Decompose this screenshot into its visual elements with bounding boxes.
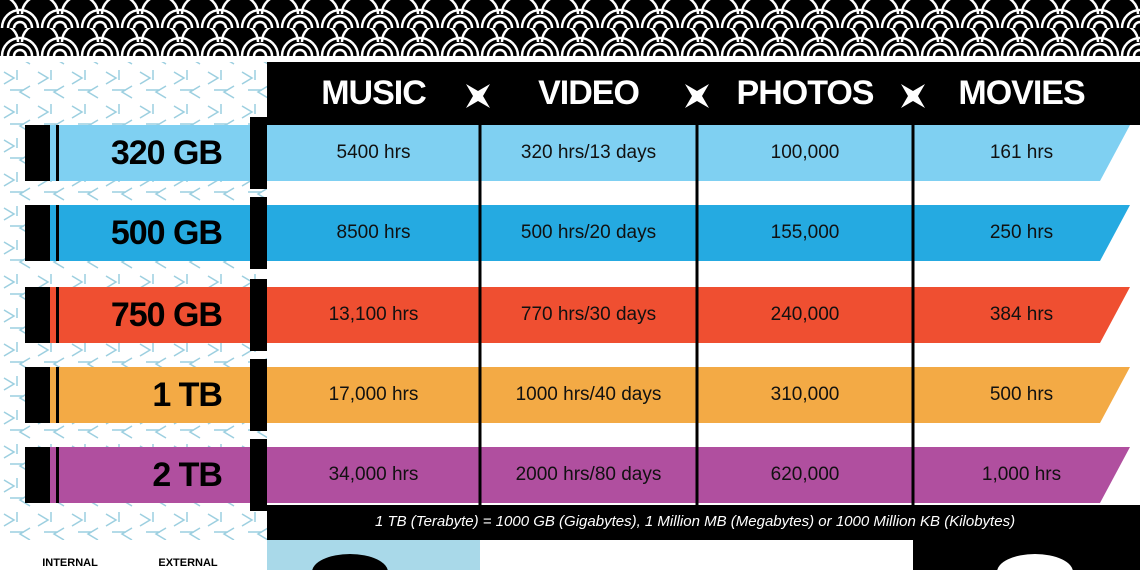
label-connector bbox=[250, 117, 267, 189]
cell: 770 hrs/30 days bbox=[521, 304, 656, 325]
label-tab bbox=[25, 367, 50, 423]
bottom-label: INTERNAL bbox=[42, 557, 98, 569]
column-divider bbox=[695, 125, 699, 505]
cell: 384 hrs bbox=[990, 304, 1053, 325]
label-stripe bbox=[56, 287, 59, 343]
cell: 5400 hrs bbox=[337, 142, 411, 163]
cell: 34,000 hrs bbox=[329, 464, 419, 485]
cell: 1,000 hrs bbox=[982, 464, 1061, 485]
header-band bbox=[267, 62, 1140, 125]
cell: 320 hrs/13 days bbox=[521, 142, 656, 163]
divider bbox=[0, 56, 1140, 62]
label-connector bbox=[250, 197, 267, 269]
label-tab bbox=[25, 287, 50, 343]
ninja-icon bbox=[997, 554, 1073, 570]
cell: 240,000 bbox=[771, 304, 840, 325]
column-header: VIDEO bbox=[538, 74, 639, 112]
row-label: 320 GB bbox=[111, 134, 223, 172]
label-stripe bbox=[56, 367, 59, 423]
cell: 310,000 bbox=[771, 384, 840, 405]
cell: 500 hrs bbox=[990, 384, 1053, 405]
label-bar bbox=[25, 125, 250, 181]
column-divider bbox=[911, 125, 915, 505]
cell: 155,000 bbox=[771, 222, 840, 243]
column-header: MOVIES bbox=[958, 74, 1085, 112]
row-label: 750 GB bbox=[111, 296, 223, 334]
label-stripe bbox=[56, 205, 59, 261]
cell: 161 hrs bbox=[990, 142, 1053, 163]
label-bar bbox=[25, 287, 250, 343]
label-stripe bbox=[56, 447, 59, 503]
label-bar bbox=[25, 367, 250, 423]
label-connector bbox=[250, 279, 267, 351]
wave-pattern bbox=[0, 0, 1140, 56]
label-bar bbox=[25, 205, 250, 261]
cell: 2000 hrs/80 days bbox=[516, 464, 662, 485]
cell: 500 hrs/20 days bbox=[521, 222, 656, 243]
column-divider bbox=[478, 125, 482, 505]
column-header: PHOTOS bbox=[737, 74, 874, 112]
bottom-label: EXTERNAL bbox=[158, 557, 218, 569]
label-stripe bbox=[56, 125, 59, 181]
cell: 13,100 hrs bbox=[329, 304, 419, 325]
ninja-icon bbox=[312, 554, 388, 570]
label-tab bbox=[25, 447, 50, 503]
row-label: 2 TB bbox=[152, 456, 222, 494]
cell: 620,000 bbox=[771, 464, 840, 485]
row-label: 1 TB bbox=[152, 376, 222, 414]
cell: 100,000 bbox=[771, 142, 840, 163]
cell: 17,000 hrs bbox=[329, 384, 419, 405]
header-stars bbox=[466, 84, 925, 108]
label-bar bbox=[25, 447, 250, 503]
label-connector bbox=[250, 439, 267, 511]
cell: 1000 hrs/40 days bbox=[516, 384, 662, 405]
footnote: 1 TB (Terabyte) = 1000 GB (Gigabytes), 1… bbox=[375, 513, 1015, 530]
label-tab bbox=[25, 125, 50, 181]
row-label: 500 GB bbox=[111, 214, 223, 252]
cell: 250 hrs bbox=[990, 222, 1053, 243]
label-tab bbox=[25, 205, 50, 261]
footnote-band bbox=[267, 505, 1140, 540]
label-connector bbox=[250, 359, 267, 431]
column-header: MUSIC bbox=[321, 74, 426, 112]
cell: 8500 hrs bbox=[337, 222, 411, 243]
